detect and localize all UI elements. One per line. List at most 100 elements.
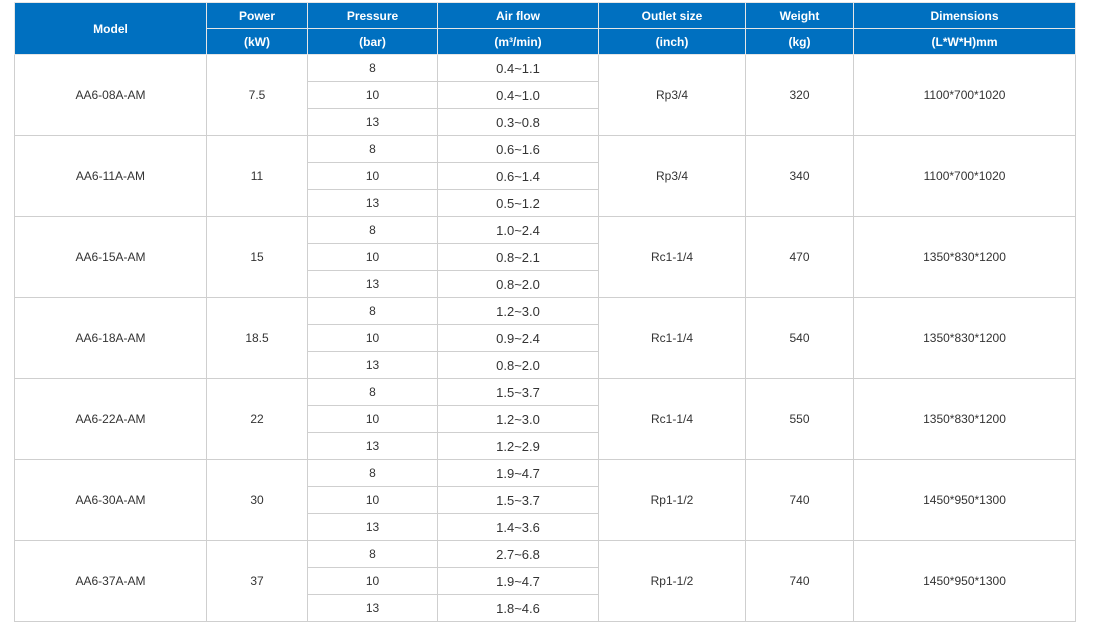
pressure-cell: 10 (307, 567, 438, 595)
pressure-cell: 10 (307, 162, 438, 190)
airflow-cell: 1.2~3.0 (437, 297, 599, 325)
header-airflow-unit: (m³/min) (437, 28, 599, 55)
pressure-cell: 8 (307, 378, 438, 406)
outlet-cell: Rp3/4 (598, 135, 746, 217)
header-outlet: Outlet size (598, 2, 746, 29)
airflow-cell: 1.2~2.9 (437, 432, 599, 460)
specs-table: Model Power Pressure Air flow Outlet siz… (14, 2, 1076, 622)
airflow-cell: 0.6~1.6 (437, 135, 599, 163)
table-body: AA6-08A-AM 7.5 8 0.4~1.1 Rp3/4 320 1100*700*10… (14, 54, 1076, 622)
airflow-cell: 0.4~1.1 (437, 54, 599, 82)
airflow-cell: 0.8~2.1 (437, 243, 599, 271)
power-cell: 18.5 (206, 297, 308, 379)
table-row: AA6-30A-AM 30 8 1.9~4.7 Rp1-1/2 740 1450*950*1… (14, 459, 1076, 541)
airflow-cell: 1.4~3.6 (437, 513, 599, 541)
weight-cell: 740 (745, 459, 854, 541)
pressure-cell: 8 (307, 297, 438, 325)
table-row: AA6-22A-AM 22 8 1.5~3.7 Rc1-1/4 550 1350*830*1… (14, 378, 1076, 460)
pressure-cell: 8 (307, 216, 438, 244)
weight-cell: 340 (745, 135, 854, 217)
power-cell: 22 (206, 378, 308, 460)
header-dimensions: Dimensions (853, 2, 1076, 29)
dimensions-cell: 1100*700*1020 (853, 54, 1076, 136)
outlet-cell: Rp3/4 (598, 54, 746, 136)
dimensions-cell: 1100*700*1020 (853, 135, 1076, 217)
header-dimensions-unit: (L*W*H)mm (853, 28, 1076, 55)
table-row: 10 0.4~1.0 (15, 81, 1076, 109)
weight-cell: 320 (745, 54, 854, 136)
table-row: 10 1.9~4.7 (15, 567, 1076, 595)
header-airflow: Air flow (437, 2, 599, 29)
header-outlet-unit: (inch) (598, 28, 746, 55)
model-cell: AA6-15A-AM (14, 216, 207, 298)
airflow-cell: 1.8~4.6 (437, 594, 599, 622)
weight-cell: 540 (745, 297, 854, 379)
pressure-cell: 13 (307, 432, 438, 460)
outlet-cell: Rc1-1/4 (598, 216, 746, 298)
header-weight: Weight (745, 2, 854, 29)
table-row: 10 0.9~2.4 (15, 324, 1076, 352)
model-cell: AA6-11A-AM (14, 135, 207, 217)
airflow-cell: 1.2~3.0 (437, 405, 599, 433)
pressure-cell: 10 (307, 81, 438, 109)
outlet-cell: Rc1-1/4 (598, 297, 746, 379)
dimensions-cell: 1350*830*1200 (853, 297, 1076, 379)
table-row: 13 1.4~3.6 (15, 513, 1076, 541)
pressure-cell: 10 (307, 243, 438, 271)
airflow-cell: 1.9~4.7 (437, 459, 599, 487)
header-weight-unit: (kg) (745, 28, 854, 55)
power-cell: 30 (206, 459, 308, 541)
header-power-unit: (kW) (206, 28, 308, 55)
pressure-cell: 13 (307, 351, 438, 379)
table-row: 13 0.3~0.8 (15, 108, 1076, 136)
pressure-cell: 13 (307, 594, 438, 622)
pressure-cell: 10 (307, 486, 438, 514)
table-row: 13 0.5~1.2 (15, 189, 1076, 217)
table-row: 13 1.2~2.9 (15, 432, 1076, 460)
model-cell: AA6-30A-AM (14, 459, 207, 541)
weight-cell: 470 (745, 216, 854, 298)
pressure-cell: 13 (307, 513, 438, 541)
airflow-cell: 0.9~2.4 (437, 324, 599, 352)
dimensions-cell: 1450*950*1300 (853, 540, 1076, 622)
header-pressure: Pressure (307, 2, 438, 29)
table-row: 13 1.8~4.6 (15, 594, 1076, 622)
pressure-cell: 10 (307, 405, 438, 433)
pressure-cell: 8 (307, 540, 438, 568)
header-model: Model (14, 2, 207, 55)
table-row: AA6-18A-AM 18.5 8 1.2~3.0 Rc1-1/4 540 1350*830… (14, 297, 1076, 379)
pressure-cell: 8 (307, 54, 438, 82)
pressure-cell: 13 (307, 270, 438, 298)
pressure-cell: 13 (307, 189, 438, 217)
power-cell: 15 (206, 216, 308, 298)
dimensions-cell: 1450*950*1300 (853, 459, 1076, 541)
outlet-cell: Rp1-1/2 (598, 540, 746, 622)
power-cell: 11 (206, 135, 308, 217)
pressure-cell: 10 (307, 324, 438, 352)
airflow-cell: 1.0~2.4 (437, 216, 599, 244)
airflow-cell: 0.8~2.0 (437, 351, 599, 379)
power-cell: 37 (206, 540, 308, 622)
airflow-cell: 0.6~1.4 (437, 162, 599, 190)
table-row: 10 0.6~1.4 (15, 162, 1076, 190)
model-cell: AA6-37A-AM (14, 540, 207, 622)
model-cell: AA6-08A-AM (14, 54, 207, 136)
table-row: 13 0.8~2.0 (15, 351, 1076, 379)
airflow-cell: 1.9~4.7 (437, 567, 599, 595)
table-row: AA6-11A-AM 11 8 0.6~1.6 Rp3/4 340 1100*700*102… (14, 135, 1076, 217)
table-row: 13 0.8~2.0 (15, 270, 1076, 298)
table-row: AA6-15A-AM 15 8 1.0~2.4 Rc1-1/4 470 1350*830*1… (14, 216, 1076, 298)
dimensions-cell: 1350*830*1200 (853, 216, 1076, 298)
airflow-cell: 0.3~0.8 (437, 108, 599, 136)
airflow-cell: 1.5~3.7 (437, 378, 599, 406)
airflow-cell: 0.8~2.0 (437, 270, 599, 298)
airflow-cell: 1.5~3.7 (437, 486, 599, 514)
table-header: Model Power Pressure Air flow Outlet siz… (14, 2, 1076, 55)
weight-cell: 550 (745, 378, 854, 460)
dimensions-cell: 1350*830*1200 (853, 378, 1076, 460)
outlet-cell: Rc1-1/4 (598, 378, 746, 460)
pressure-cell: 8 (307, 135, 438, 163)
header-pressure-unit: (bar) (307, 28, 438, 55)
power-cell: 7.5 (206, 54, 308, 136)
pressure-cell: 13 (307, 108, 438, 136)
